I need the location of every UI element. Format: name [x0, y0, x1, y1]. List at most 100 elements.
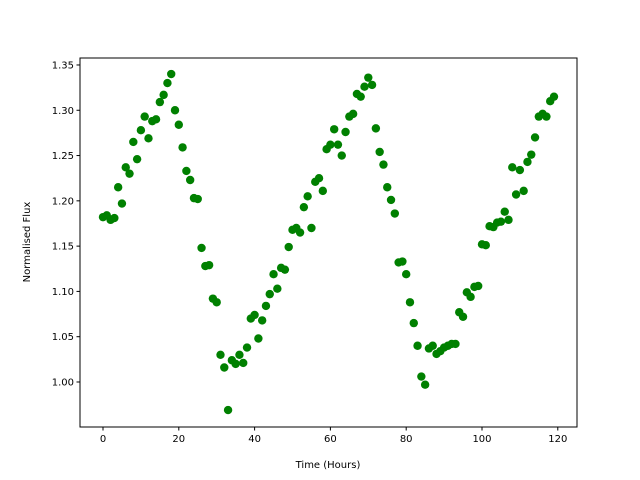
point: [129, 137, 138, 147]
point: [295, 228, 305, 237]
point: [386, 195, 396, 205]
point: [216, 350, 225, 360]
point: [212, 298, 221, 307]
point: [155, 97, 165, 107]
point: [401, 270, 411, 279]
point: [398, 257, 407, 266]
point: [220, 363, 229, 372]
point: [174, 120, 184, 129]
point: [417, 372, 426, 381]
point: [257, 316, 267, 325]
y-axis-label: Normalised Flux: [22, 202, 33, 283]
point: [511, 190, 521, 199]
y-tick-label: 1.20: [52, 196, 74, 207]
point: [265, 289, 274, 299]
point: [231, 359, 240, 369]
point: [504, 215, 513, 225]
y-tick-label: 1.00: [52, 377, 74, 388]
x-tick-label: 100: [472, 434, 491, 445]
point: [333, 140, 343, 149]
point: [314, 173, 324, 183]
point: [367, 80, 377, 90]
point: [117, 199, 127, 208]
y-tick-label: 1.35: [52, 60, 74, 71]
point: [549, 92, 559, 101]
point: [530, 133, 540, 142]
x-tick-label: 20: [172, 434, 185, 445]
point: [269, 270, 278, 279]
point: [151, 115, 161, 124]
point: [204, 260, 214, 270]
point: [299, 202, 309, 212]
point: [413, 341, 422, 350]
point: [235, 350, 244, 360]
point: [132, 154, 142, 164]
point: [326, 140, 335, 149]
point: [185, 175, 195, 185]
point: [458, 312, 468, 321]
x-tick-label: 0: [100, 434, 106, 445]
point: [341, 127, 350, 137]
point: [527, 150, 536, 159]
point: [197, 243, 206, 253]
point: [121, 163, 130, 172]
point: [223, 405, 233, 415]
x-tick-label: 60: [324, 434, 337, 445]
point: [379, 160, 388, 169]
point: [390, 209, 400, 218]
point: [360, 82, 369, 91]
point: [371, 124, 381, 133]
point: [375, 147, 384, 157]
point: [451, 339, 460, 349]
point: [261, 301, 271, 311]
x-tick-label: 40: [248, 434, 261, 445]
point: [348, 109, 358, 119]
point: [318, 186, 328, 196]
point: [242, 343, 252, 352]
point: [519, 186, 528, 196]
point: [364, 73, 373, 82]
point: [250, 310, 259, 320]
point: [500, 207, 509, 216]
y-tick-label: 1.10: [52, 287, 74, 298]
point: [420, 380, 430, 389]
point: [280, 265, 290, 274]
y-tick-label: 1.15: [52, 242, 74, 253]
point: [113, 183, 123, 192]
point: [307, 223, 316, 233]
plot-frame: [79, 57, 578, 428]
point: [508, 163, 517, 172]
point: [159, 90, 168, 100]
point: [409, 318, 418, 328]
point: [405, 298, 415, 307]
point: [523, 157, 532, 167]
x-tick-label: 120: [548, 434, 567, 445]
point: [193, 194, 202, 204]
point: [140, 112, 149, 121]
point: [303, 192, 312, 201]
point: [110, 213, 119, 223]
x-tick-label: 80: [400, 434, 413, 445]
point: [144, 134, 153, 143]
point: [182, 166, 191, 176]
x-axis-label: Time (Hours): [295, 460, 361, 471]
point: [284, 242, 293, 252]
point: [542, 112, 551, 121]
point: [163, 78, 172, 88]
point: [473, 281, 483, 291]
y-tick-label: 1.30: [52, 106, 74, 117]
point: [481, 241, 490, 250]
point: [170, 106, 180, 115]
point: [383, 183, 392, 192]
point: [273, 284, 282, 293]
point: [496, 217, 506, 226]
point: [428, 341, 437, 350]
y-tick-label: 1.25: [52, 151, 74, 162]
point: [356, 92, 365, 101]
point: [466, 292, 475, 302]
y-tick-label: 1.05: [52, 332, 74, 343]
point: [136, 125, 146, 135]
point: [337, 151, 346, 160]
point: [239, 358, 248, 368]
